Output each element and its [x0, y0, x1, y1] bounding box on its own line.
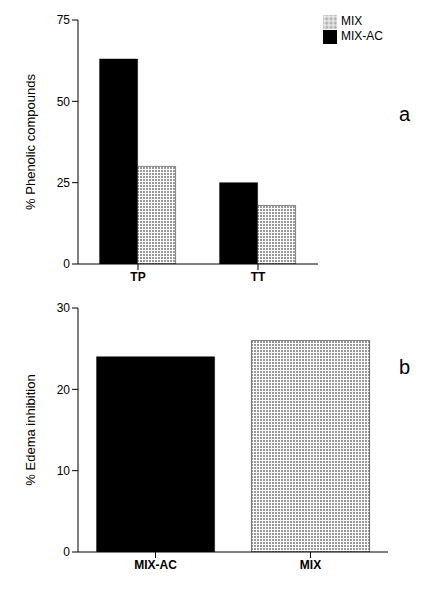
svg-text:25: 25	[57, 176, 71, 190]
svg-text:TT: TT	[251, 270, 266, 284]
svg-text:0: 0	[63, 545, 70, 559]
svg-text:MIX: MIX	[300, 558, 321, 572]
svg-text:MIX-AC: MIX-AC	[134, 558, 177, 572]
svg-text:0: 0	[63, 257, 70, 271]
svg-text:20: 20	[57, 383, 71, 397]
html-text:a: a	[398, 103, 410, 125]
svg-text:50: 50	[57, 95, 71, 109]
html-text:b: b	[398, 356, 410, 378]
html-text:MIX-AC: MIX-AC	[341, 28, 383, 43]
svg-text:TP: TP	[130, 270, 145, 284]
svg-text:30: 30	[57, 301, 71, 315]
svg-text:% Phenolic compounds: % Phenolic compounds	[23, 74, 38, 210]
svg-text:75: 75	[57, 13, 71, 27]
svg-text:% Edema inhibition: % Edema inhibition	[23, 374, 38, 485]
svg-text:10: 10	[57, 464, 71, 478]
html-text:MIX: MIX	[341, 14, 363, 28]
